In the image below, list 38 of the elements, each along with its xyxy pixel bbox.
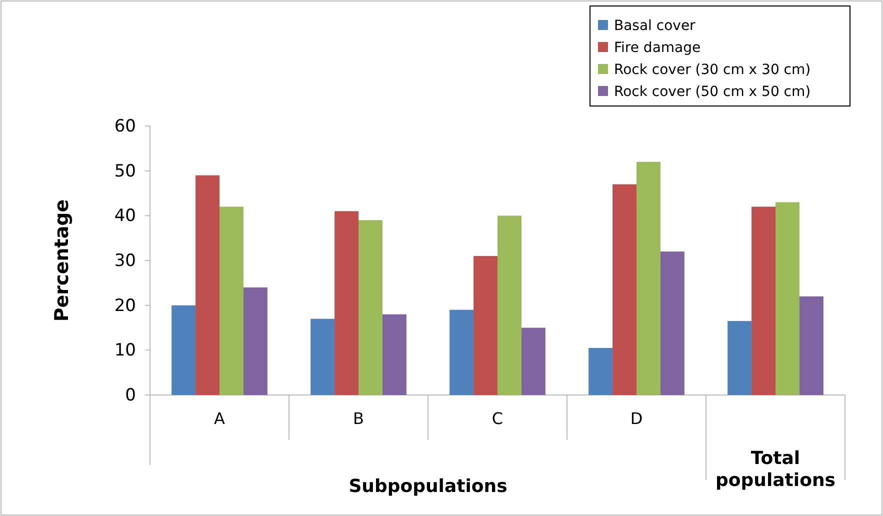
bar	[728, 321, 752, 395]
text: Total populations	[716, 448, 836, 491]
x-tick-label: D	[630, 409, 643, 428]
legend-label: Rock cover (50 cm x 50 cm)	[614, 84, 811, 100]
legend-label: Basal cover	[614, 18, 696, 34]
y-axis-title: Percentage	[51, 199, 73, 322]
bar	[220, 206, 244, 395]
x-tick-label: A	[214, 409, 226, 428]
bar	[382, 314, 406, 395]
x-tick-label: B	[353, 409, 364, 428]
y-tick-label: 0	[125, 385, 136, 406]
y-tick-label: 30	[114, 250, 136, 271]
bar	[799, 296, 824, 395]
bar	[243, 287, 268, 395]
bar	[196, 175, 220, 395]
bar	[498, 216, 522, 395]
y-tick-label: 20	[114, 296, 136, 316]
bar	[588, 348, 613, 395]
y-tick-label: 40	[114, 206, 136, 226]
y-tick-label: 60	[114, 116, 136, 136]
bar	[358, 220, 382, 395]
bar	[172, 305, 196, 395]
bar	[612, 184, 636, 395]
bar	[521, 328, 546, 395]
bar	[776, 202, 800, 395]
bar	[310, 318, 335, 395]
y-tick-label: 50	[114, 161, 136, 182]
bar	[636, 162, 660, 395]
bar	[752, 206, 776, 395]
bar	[660, 252, 684, 395]
legend-label: Rock cover (30 cm x 30 cm)	[614, 62, 811, 78]
bar	[450, 310, 474, 395]
x-tick-label: C	[492, 409, 504, 428]
x-axis-title: Subpopulations	[348, 476, 508, 497]
bar	[474, 256, 498, 395]
legend-label: Fire damage	[614, 40, 701, 56]
bar	[334, 211, 358, 395]
y-tick-label: 10	[114, 340, 136, 361]
